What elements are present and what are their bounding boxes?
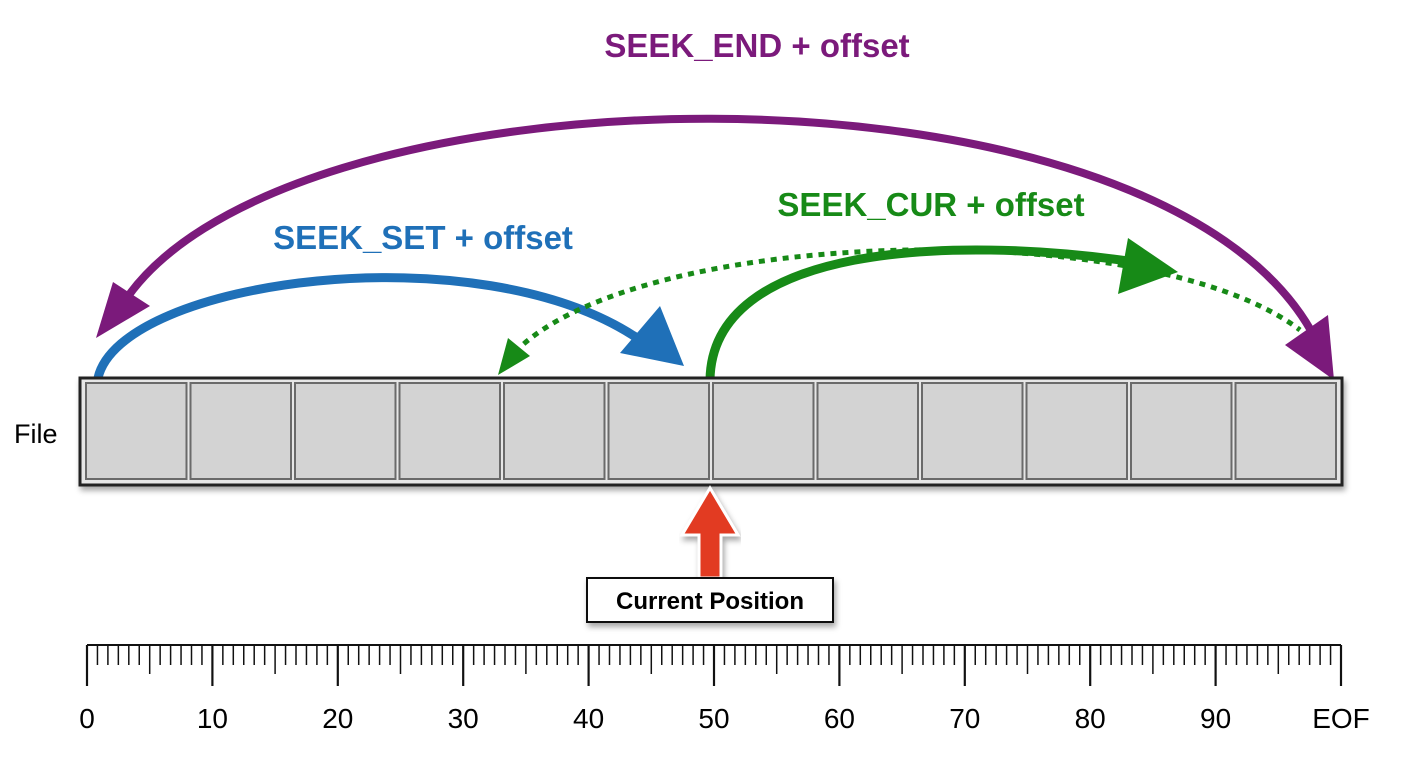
file-cell	[294, 382, 397, 480]
ruler-tick-label: 70	[949, 703, 980, 734]
file-cell	[503, 382, 606, 480]
file-cell	[712, 382, 815, 480]
file-cell	[189, 382, 292, 480]
ruler-tick-label: 20	[322, 703, 353, 734]
seek-end-arrow	[96, 114, 1334, 380]
file-cell	[921, 382, 1024, 480]
seek-set-label: SEEK_SET + offset	[273, 219, 573, 256]
seek-end-label: SEEK_END + offset	[604, 27, 909, 64]
file-cell	[85, 382, 188, 480]
ruler-tick-label: 60	[824, 703, 855, 734]
ruler: 0 10 20 30 40 50 60 70 80 90 EOF	[79, 644, 1370, 734]
ruler-tick-label: 90	[1200, 703, 1231, 734]
file-bar	[78, 376, 1344, 487]
seek-set-arrow	[93, 273, 684, 380]
current-position-label: Current Position	[616, 588, 804, 615]
seek-cur-arrow	[498, 238, 1302, 381]
ruler-tick-label: 40	[573, 703, 604, 734]
current-position-box: Current Position	[586, 577, 834, 623]
file-cell	[398, 382, 501, 480]
ruler-tick-label: 80	[1075, 703, 1106, 734]
ruler-tick-label: 10	[197, 703, 228, 734]
ruler-tick-label: 0	[79, 703, 95, 734]
file-cell	[1130, 382, 1233, 480]
ruler-tick-label: EOF	[1312, 703, 1370, 734]
file-label: File	[14, 419, 58, 449]
ruler-tick-label: 30	[448, 703, 479, 734]
current-position-arrow-icon	[679, 485, 741, 580]
file-cell	[607, 382, 710, 480]
file-cell	[816, 382, 919, 480]
seek-cur-label: SEEK_CUR + offset	[777, 186, 1084, 223]
ruler-tick-label: 50	[698, 703, 729, 734]
file-cell	[1025, 382, 1128, 480]
file-cell	[1234, 382, 1337, 480]
